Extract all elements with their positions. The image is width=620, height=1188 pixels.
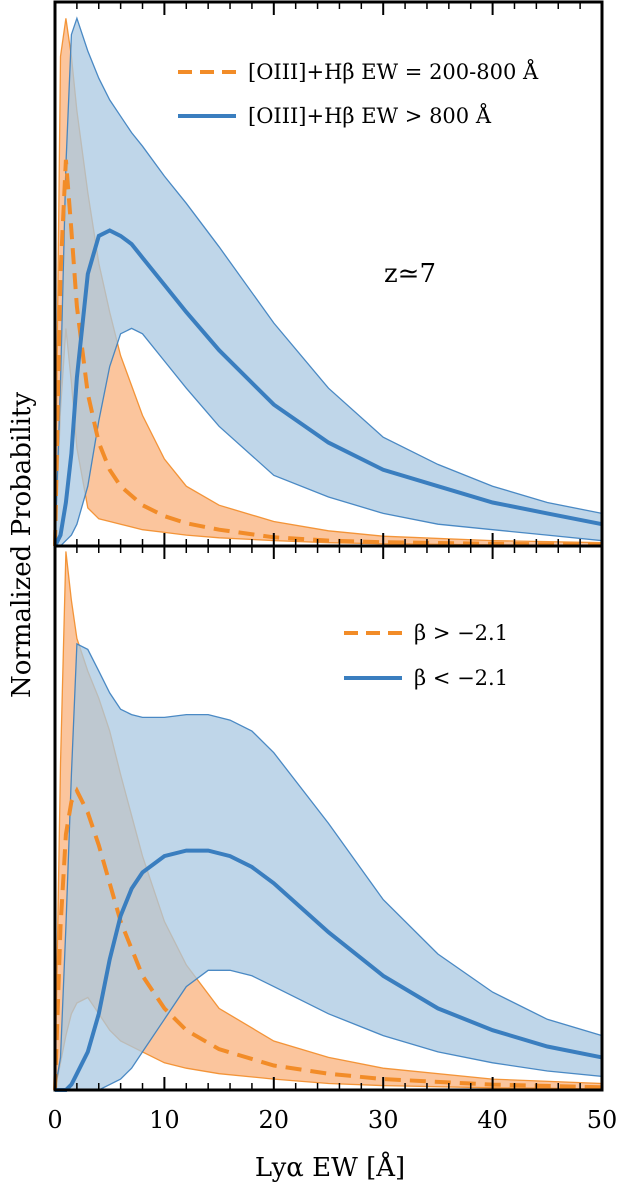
legend-label: β > −2.1 xyxy=(414,621,508,645)
x-tick-label: 0 xyxy=(47,1106,62,1134)
median-line-2 xyxy=(55,848,603,1092)
panel-1: [OIII]+Hβ EW = 200-800 Å [OIII]+Hβ EW > 8… xyxy=(53,0,604,548)
median-line-1 xyxy=(53,159,603,547)
legend-label: [OIII]+Hβ EW = 200-800 Å xyxy=(248,59,539,84)
redshift-annotation: z≃7 xyxy=(384,259,436,289)
plot-layer: [OIII]+Hβ EW = 200-800 Å [OIII]+Hβ EW > 8… xyxy=(47,0,618,1134)
x-tick-label: 30 xyxy=(368,1106,399,1134)
panel-2: β > −2.1 β < −2.1 xyxy=(53,544,604,1092)
median-line-1 xyxy=(53,786,603,1091)
x-tick-label: 10 xyxy=(149,1106,180,1134)
x-axis-label: Lyα EW [Å] xyxy=(255,1151,405,1183)
x-tick-label: 40 xyxy=(477,1106,508,1134)
legend-label: [OIII]+Hβ EW > 800 Å xyxy=(248,103,492,128)
band-2 xyxy=(54,642,603,1091)
legend-label: β < −2.1 xyxy=(414,666,508,690)
panel-frame xyxy=(53,544,604,1092)
median-line-2 xyxy=(53,228,603,547)
x-tick-label: 20 xyxy=(259,1106,290,1134)
y-axis-label: Normalized Probability xyxy=(7,392,37,698)
x-tick-label: 50 xyxy=(587,1106,618,1134)
